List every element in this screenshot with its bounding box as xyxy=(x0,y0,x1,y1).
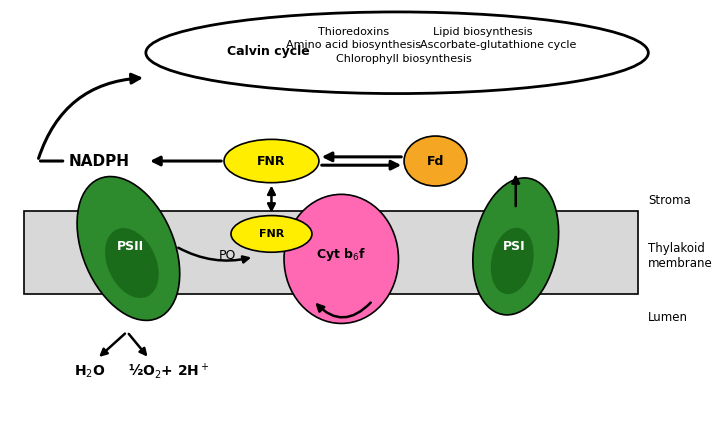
Ellipse shape xyxy=(491,228,534,294)
Text: Ascorbate-glutathione cycle: Ascorbate-glutathione cycle xyxy=(420,40,576,50)
Text: PQ: PQ xyxy=(219,248,236,261)
Text: PSI: PSI xyxy=(503,240,526,253)
Text: Thioredoxins: Thioredoxins xyxy=(317,27,388,37)
Text: ½O$_2$+ 2H$^+$: ½O$_2$+ 2H$^+$ xyxy=(128,362,210,381)
Text: FNR: FNR xyxy=(257,154,286,168)
Text: Stroma: Stroma xyxy=(648,194,691,207)
Ellipse shape xyxy=(231,216,312,252)
Text: Chlorophyll biosynthesis: Chlorophyll biosynthesis xyxy=(336,54,472,65)
Ellipse shape xyxy=(224,139,319,183)
Text: H$_2$O: H$_2$O xyxy=(74,363,106,379)
Text: FNR: FNR xyxy=(259,229,284,239)
Text: Fd: Fd xyxy=(427,154,444,168)
Text: Cyt b$_6$f: Cyt b$_6$f xyxy=(316,246,367,263)
Text: Lumen: Lumen xyxy=(648,311,688,324)
Text: Amino acid biosynthesis: Amino acid biosynthesis xyxy=(285,40,420,50)
Ellipse shape xyxy=(105,228,159,298)
Text: Lipid biosynthesis: Lipid biosynthesis xyxy=(433,27,533,37)
Ellipse shape xyxy=(77,176,180,320)
Text: Thylakoid: Thylakoid xyxy=(648,242,705,255)
Ellipse shape xyxy=(284,195,399,323)
Text: membrane: membrane xyxy=(648,257,713,270)
Ellipse shape xyxy=(404,136,467,186)
Bar xyxy=(24,211,638,294)
Ellipse shape xyxy=(146,12,648,94)
Ellipse shape xyxy=(473,178,558,315)
Text: PSII: PSII xyxy=(117,240,144,253)
Text: Calvin cycle: Calvin cycle xyxy=(227,46,309,58)
Text: NADPH: NADPH xyxy=(68,154,129,168)
